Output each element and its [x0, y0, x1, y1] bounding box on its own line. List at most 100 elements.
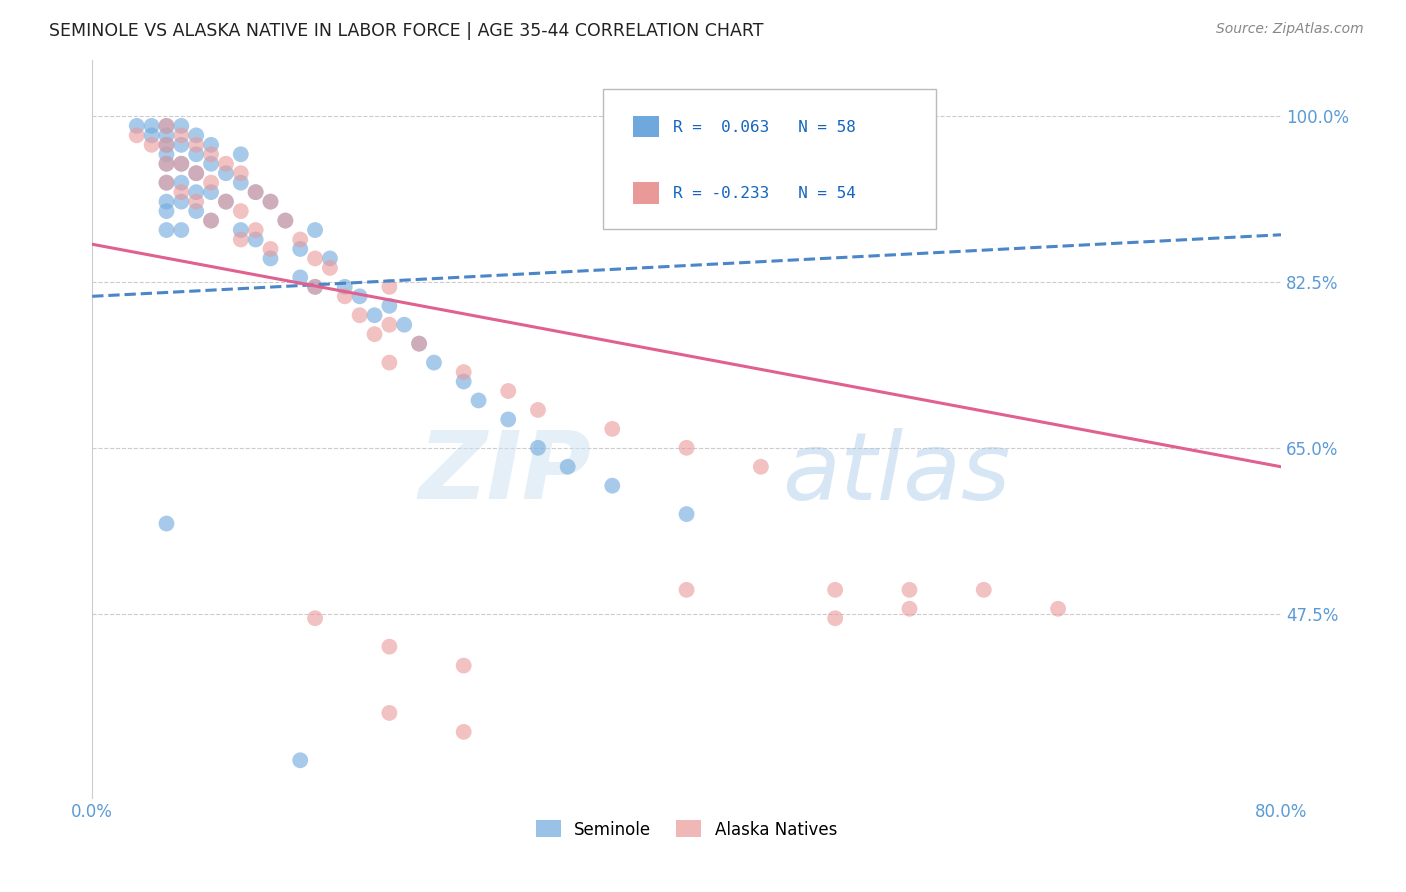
Point [378, 355, 401, 369]
Point [155, 204, 177, 219]
Point [333, 289, 356, 303]
Point [304, 611, 326, 625]
Point [200, 213, 222, 227]
Point [215, 194, 238, 209]
Text: SEMINOLE VS ALASKA NATIVE IN LABOR FORCE | AGE 35-44 CORRELATION CHART: SEMINOLE VS ALASKA NATIVE IN LABOR FORCE… [49, 22, 763, 40]
Point [170, 176, 193, 190]
Point [141, 128, 163, 143]
Point [229, 223, 252, 237]
Point [155, 137, 177, 152]
Point [898, 601, 921, 615]
Point [394, 318, 416, 332]
Point [290, 232, 312, 246]
Point [408, 336, 430, 351]
Point [973, 582, 995, 597]
Point [304, 280, 326, 294]
Point [378, 280, 401, 294]
Point [496, 412, 519, 426]
Point [186, 137, 208, 152]
Point [423, 355, 446, 369]
Point [170, 194, 193, 209]
Text: R =  0.063   N = 58: R = 0.063 N = 58 [673, 120, 856, 135]
Point [215, 157, 238, 171]
Point [824, 611, 846, 625]
Point [675, 582, 697, 597]
Point [170, 185, 193, 199]
Point [304, 252, 326, 266]
Point [186, 204, 208, 219]
Point [259, 252, 281, 266]
Text: atlas: atlas [782, 427, 1010, 518]
Point [229, 176, 252, 190]
Point [363, 308, 385, 322]
Text: ZIP: ZIP [419, 427, 592, 519]
Point [453, 724, 475, 739]
Point [467, 393, 489, 408]
Point [319, 260, 342, 275]
Point [600, 422, 623, 436]
Point [453, 365, 475, 379]
Point [453, 658, 475, 673]
Point [245, 185, 267, 199]
Point [557, 459, 579, 474]
Point [290, 270, 312, 285]
Point [304, 280, 326, 294]
Point [245, 185, 267, 199]
Point [333, 280, 356, 294]
Point [170, 223, 193, 237]
Point [274, 213, 297, 227]
Point [186, 166, 208, 180]
Point [259, 242, 281, 256]
Point [200, 137, 222, 152]
Point [527, 403, 550, 417]
Point [170, 128, 193, 143]
Point [155, 119, 177, 133]
Point [215, 194, 238, 209]
Point [155, 176, 177, 190]
Point [155, 516, 177, 531]
Point [600, 478, 623, 492]
Point [155, 137, 177, 152]
Point [378, 299, 401, 313]
Point [675, 507, 697, 521]
Point [170, 157, 193, 171]
Legend: Seminole, Alaska Natives: Seminole, Alaska Natives [529, 814, 844, 846]
Point [200, 157, 222, 171]
FancyBboxPatch shape [603, 89, 936, 229]
Point [170, 119, 193, 133]
Point [290, 242, 312, 256]
Point [824, 582, 846, 597]
Point [319, 252, 342, 266]
Point [155, 119, 177, 133]
Point [378, 640, 401, 654]
Point [141, 137, 163, 152]
Point [496, 384, 519, 398]
Point [215, 166, 238, 180]
Point [155, 176, 177, 190]
Point [408, 336, 430, 351]
Point [245, 223, 267, 237]
Point [245, 232, 267, 246]
Point [274, 213, 297, 227]
Point [1047, 601, 1070, 615]
Point [200, 147, 222, 161]
Point [186, 166, 208, 180]
Point [155, 128, 177, 143]
Text: R = -0.233   N = 54: R = -0.233 N = 54 [673, 186, 856, 202]
Point [675, 441, 697, 455]
Point [170, 137, 193, 152]
Point [200, 213, 222, 227]
Point [229, 232, 252, 246]
Point [155, 194, 177, 209]
Point [898, 582, 921, 597]
Point [141, 119, 163, 133]
Point [259, 194, 281, 209]
Point [290, 753, 312, 767]
Point [155, 157, 177, 171]
Point [363, 327, 385, 342]
Point [186, 194, 208, 209]
Point [200, 185, 222, 199]
Point [378, 706, 401, 720]
Point [229, 147, 252, 161]
Point [186, 128, 208, 143]
